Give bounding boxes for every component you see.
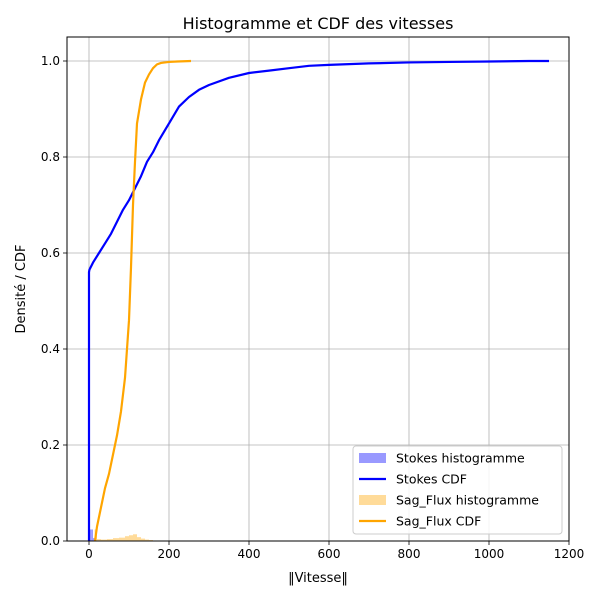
legend-frame	[352, 445, 563, 535]
plot-frame	[66, 36, 570, 542]
cdf-line	[93, 59, 192, 542]
histogram-bar	[125, 536, 129, 541]
histogram-bar	[101, 539, 107, 541]
y-axis-label: Densité / CDF	[14, 245, 29, 334]
cdf-line	[87, 59, 549, 541]
histogram-bar	[91, 529, 93, 541]
axis-ticks: 0 200 400 600 800 1000 1200 0.0 0.2 0.4 0.6 0.8 1.0	[41, 54, 584, 561]
y-tick-label: 0.6	[41, 246, 60, 260]
histogram-bar	[129, 535, 133, 541]
histogram-bar	[137, 537, 141, 541]
histogram-bar	[107, 539, 113, 541]
histogram-bars	[88, 529, 153, 541]
histogram-bar	[113, 538, 119, 541]
legend-swatch	[359, 495, 386, 505]
legend: Stokes histogramme Stokes CDF Sag_Flux his…	[352, 445, 563, 535]
histogram-bar	[97, 539, 101, 541]
y-tick-label: 0.8	[41, 150, 60, 164]
x-tick-label: 800	[398, 547, 421, 561]
y-tick-label: 0.2	[41, 438, 60, 452]
histogram-bar	[119, 537, 125, 541]
histogram-bar	[133, 534, 137, 541]
x-tick-label: 400	[238, 547, 261, 561]
chart-title: Histogramme et CDF des vitesses	[183, 14, 454, 33]
histogram-bar	[89, 529, 92, 541]
x-tick-label: 600	[318, 547, 341, 561]
histogram-bar	[145, 539, 149, 541]
legend-label: Stokes CDF	[396, 472, 467, 487]
y-tick-label: 1.0	[41, 54, 60, 68]
x-tick-label: 200	[158, 547, 181, 561]
histogram-bar	[93, 538, 95, 541]
x-tick-label: 0	[85, 547, 93, 561]
x-tick-label: 1200	[554, 547, 585, 561]
x-tick-label: 1000	[474, 547, 505, 561]
legend-label: Sag_Flux CDF	[396, 514, 481, 529]
x-axis-label: ‖Vitesse‖	[288, 571, 348, 586]
y-tick-label: 0.4	[41, 342, 60, 356]
y-tick-label: 0.0	[41, 534, 60, 548]
legend-swatch	[359, 453, 386, 463]
legend-label: Sag_Flux histogramme	[396, 493, 539, 508]
legend-label: Stokes histogramme	[396, 451, 525, 466]
histogram-bar	[141, 538, 145, 541]
cdf-lines	[87, 59, 549, 542]
